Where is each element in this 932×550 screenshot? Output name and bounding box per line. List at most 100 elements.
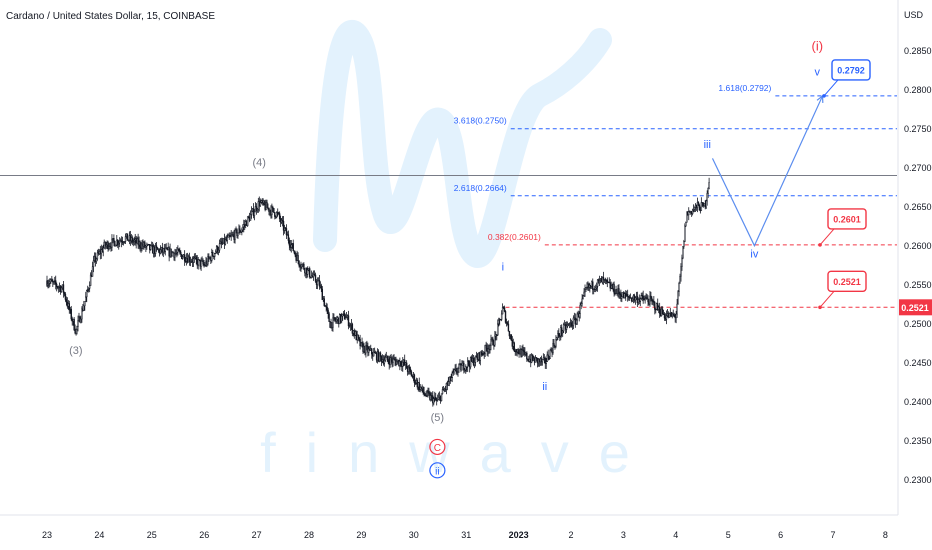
projection-line [711,95,824,248]
candle-body [243,224,245,228]
candle-body [113,238,115,242]
candle-body [503,307,506,312]
candle-body [155,245,158,248]
candle-body [366,345,368,347]
y-tick-label: 0.2600 [904,241,932,251]
candle-body [197,259,199,266]
candle-body [422,386,424,393]
x-tick-label: 6 [778,530,783,540]
candle-body [658,306,661,314]
level-label: 0.382(0.2601) [488,232,541,242]
callout-leader [823,79,839,97]
callout-box [827,208,867,230]
current-price-badge: 0.2521 [899,299,932,316]
candle-body [580,303,582,306]
candle-body [457,368,459,373]
candle-body [501,307,504,315]
candle-body [221,242,224,245]
candle-body [288,240,291,246]
candle-body [578,313,580,318]
candle-body [497,323,499,336]
candle-body [473,362,476,366]
candle-body [202,260,204,265]
candle-body [126,233,129,241]
candle-body [312,273,315,278]
candle-body [510,334,513,341]
x-tick-label: 4 [673,530,678,540]
x-tick-label: 2023 [509,530,529,540]
y-tick-label: 0.2400 [904,397,932,407]
candle-body [606,279,609,283]
callout-box [831,59,871,81]
candle-body [534,357,537,363]
candle-body [91,266,94,277]
candle-body [89,274,92,286]
candle-body [292,243,294,252]
candle-body [426,390,428,396]
candle-body [84,301,86,307]
candle-body [508,330,511,337]
y-axis[interactable]: 0.2850 0.2800 0.2750 0.2700 0.2650 0.2600 0.25… [904,46,932,485]
candle-body [104,241,106,247]
candle-body [244,224,246,226]
candle-body [272,206,274,209]
candle-body [506,322,509,325]
candle-body [567,323,570,326]
candle-body [255,206,258,211]
candle-body [301,264,303,268]
candle-body [55,284,58,288]
candle-body [303,264,305,270]
candle-body [92,260,95,267]
candle-body [452,371,454,374]
candle-body [402,361,404,367]
candle-body [345,316,348,319]
circled-label: ii [435,466,439,477]
candle-body [383,360,386,364]
candle-body [178,248,180,252]
candle-body [192,258,195,263]
candle-body [139,241,141,248]
candle-body [677,291,679,305]
candle-body [193,257,196,259]
candle-body [575,319,577,325]
candle-body [379,352,382,357]
candle-body [641,295,643,297]
wave-label: (5) [431,412,444,424]
candle-body [545,361,547,364]
candle-body [234,229,236,240]
candle-body [688,211,690,216]
candle-body [365,345,367,354]
candle-body [570,322,573,327]
price-series [46,177,710,407]
candle-body [458,364,460,369]
candle-body [475,355,478,358]
candle-body [105,244,107,247]
candle-body [224,239,227,245]
candle-body [405,362,408,369]
candle-body [277,212,280,214]
candle-body [583,291,585,297]
circled-label-ring [429,462,446,479]
callout-leader [819,290,835,308]
candle-body [700,202,703,211]
candle-body [646,297,648,300]
candle-body [698,205,701,211]
candle-body [253,211,256,216]
candle-body [562,330,564,334]
wave-label: v [815,67,821,79]
x-tick-label: 25 [147,530,157,540]
candle-body [642,295,644,300]
current-price-badge-text: 0.2521 [901,303,929,313]
candle-body [114,241,116,247]
candle-body [62,284,65,293]
candle-body [595,286,598,289]
candle-body [480,351,482,355]
candle-body [692,209,695,211]
candle-body [598,279,601,281]
x-axis[interactable]: 23 24 25 26 27 28 29 30 31 2023 2 3 4 5 6 7 8 [42,530,888,540]
candle-body [120,240,123,243]
candle-body [435,396,437,401]
callout-box [827,270,867,293]
